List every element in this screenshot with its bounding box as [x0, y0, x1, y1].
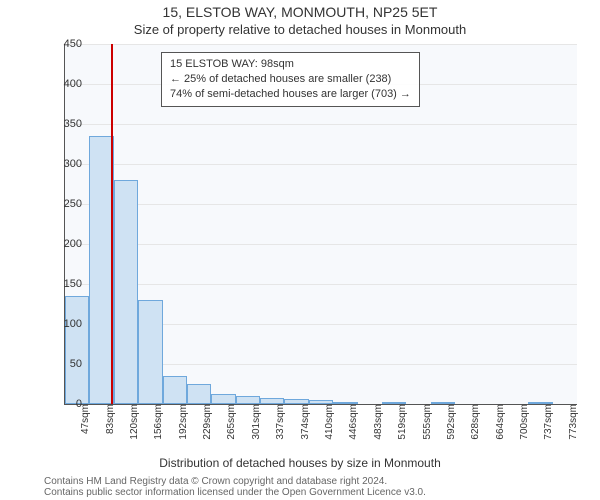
- info-box-line1: 15 ELSTOB WAY: 98sqm: [170, 57, 411, 72]
- x-tick: 592sqm: [446, 404, 457, 450]
- info-box: 15 ELSTOB WAY: 98sqm← 25% of detached ho…: [161, 52, 420, 107]
- gridline: [65, 204, 577, 205]
- y-tick: 350: [48, 118, 82, 130]
- histogram-bar: [236, 396, 260, 404]
- y-tick: 0: [48, 398, 82, 410]
- y-tick: 200: [48, 238, 82, 250]
- x-tick: 664sqm: [495, 404, 506, 450]
- gridline: [65, 284, 577, 285]
- gridline: [65, 164, 577, 165]
- gridline: [65, 244, 577, 245]
- property-marker-line: [111, 44, 113, 404]
- x-tick: 265sqm: [226, 404, 237, 450]
- x-tick: 120sqm: [129, 404, 140, 450]
- x-tick: 229sqm: [202, 404, 213, 450]
- y-tick: 100: [48, 318, 82, 330]
- chart-title: 15, ELSTOB WAY, MONMOUTH, NP25 5ET: [0, 4, 600, 20]
- x-tick: 555sqm: [422, 404, 433, 450]
- histogram-bar: [89, 136, 113, 404]
- x-tick: 773sqm: [568, 404, 579, 450]
- x-tick: 156sqm: [153, 404, 164, 450]
- x-tick: 700sqm: [519, 404, 530, 450]
- x-tick: 192sqm: [178, 404, 189, 450]
- x-tick: 47sqm: [80, 404, 91, 450]
- chart-subtitle: Size of property relative to detached ho…: [0, 22, 600, 37]
- histogram-bar: [65, 296, 89, 404]
- x-tick: 483sqm: [373, 404, 384, 450]
- histogram-bar: [187, 384, 211, 404]
- x-tick: 628sqm: [470, 404, 481, 450]
- footer-attribution: Contains HM Land Registry data © Crown c…: [0, 476, 600, 498]
- info-box-line3: 74% of semi-detached houses are larger (…: [170, 87, 411, 102]
- x-axis-label: Distribution of detached houses by size …: [0, 456, 600, 470]
- gridline: [65, 44, 577, 45]
- y-tick: 300: [48, 158, 82, 170]
- x-tick: 374sqm: [300, 404, 311, 450]
- histogram-bar: [138, 300, 162, 404]
- y-tick: 450: [48, 38, 82, 50]
- x-tick: 301sqm: [251, 404, 262, 450]
- y-tick: 150: [48, 278, 82, 290]
- plot-area: 15 ELSTOB WAY: 98sqm← 25% of detached ho…: [64, 44, 577, 405]
- y-tick: 250: [48, 198, 82, 210]
- y-tick: 400: [48, 78, 82, 90]
- x-tick: 446sqm: [348, 404, 359, 450]
- info-box-line2: ← 25% of detached houses are smaller (23…: [170, 72, 411, 87]
- x-tick: 83sqm: [105, 404, 116, 450]
- x-tick: 337sqm: [275, 404, 286, 450]
- histogram-bar: [114, 180, 138, 404]
- x-tick: 519sqm: [397, 404, 408, 450]
- x-tick: 410sqm: [324, 404, 335, 450]
- gridline: [65, 124, 577, 125]
- histogram-bar: [163, 376, 187, 404]
- x-tick: 737sqm: [543, 404, 554, 450]
- histogram-bar: [211, 394, 235, 404]
- y-tick: 50: [48, 358, 82, 370]
